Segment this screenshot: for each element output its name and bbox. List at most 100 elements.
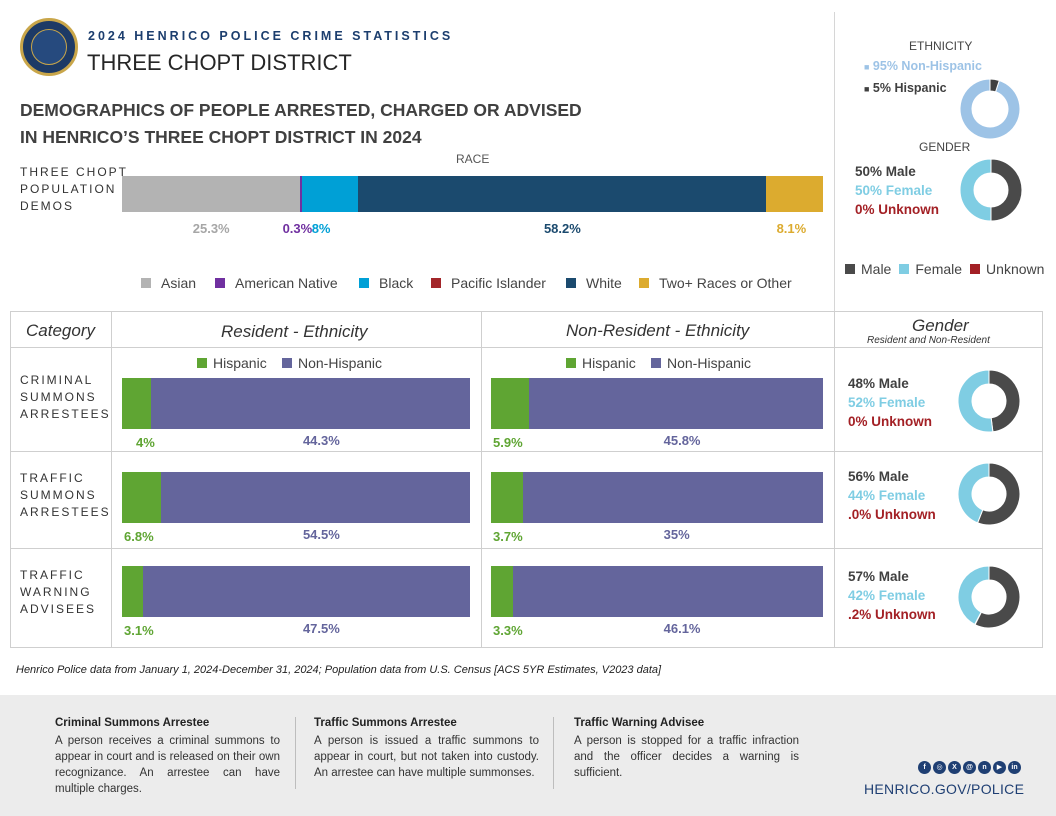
resident-ethnicity-header: Resident - Ethnicity xyxy=(221,322,368,341)
resident-legend-hispanic: Hispanic xyxy=(197,355,267,371)
race-stacked-bar xyxy=(122,176,823,212)
nonresident-hispanic-value-0: 5.9% xyxy=(493,435,523,450)
race-legend-two-plus: Two+ Races or Other xyxy=(639,275,792,291)
gender-slice-male xyxy=(976,463,1020,525)
divider xyxy=(834,12,835,312)
bar-segment-hispanic xyxy=(491,378,529,429)
resident-legend-non-hispanic: Non-Hispanic xyxy=(282,355,382,371)
bar-segment-hispanic xyxy=(491,566,514,617)
resident-hispanic-value-1: 6.8% xyxy=(124,529,154,544)
race-legend-american-native: American Native xyxy=(215,275,338,291)
race-bar-white xyxy=(357,176,767,212)
nonresident-ethnicity-header: Non-Resident - Ethnicity xyxy=(566,321,750,340)
race-value-asian: 25.3% xyxy=(192,221,230,236)
bar-segment-hispanic xyxy=(491,472,523,523)
resident-ethnicity-bar-1 xyxy=(122,472,470,523)
nonresident-legend-non-hispanic: Non-Hispanic xyxy=(651,355,751,371)
nonresident-ethnicity-bar-1 xyxy=(491,472,823,523)
race-legend-asian: Asian xyxy=(141,275,196,291)
resident-hispanic-value-0: 4% xyxy=(136,435,155,450)
gender-legend-male: Male xyxy=(845,261,891,277)
facebook-icon[interactable]: f xyxy=(918,761,931,774)
report-kicker: 2024 HENRICO POLICE CRIME STATISTICS xyxy=(88,29,454,43)
district-title: THREE CHOPT DISTRICT xyxy=(87,50,352,75)
gender-legend-unknown: Unknown xyxy=(970,261,1044,277)
race-value-two-plus: 8.1% xyxy=(776,221,807,236)
gender-slice-female xyxy=(958,463,990,524)
race-value-white: 58.2% xyxy=(543,221,581,236)
resident-nonhispanic-value-1: 54.5% xyxy=(302,527,340,542)
threads-icon[interactable]: @ xyxy=(963,761,976,774)
gender-header: Gender xyxy=(912,316,969,335)
race-bar-asian xyxy=(122,176,300,212)
henrico-police-seal xyxy=(20,18,78,76)
gender-donut-chart-1 xyxy=(958,463,1020,525)
ethnicity-legend-hispanic: ■ 5% Hispanic xyxy=(864,81,947,95)
ethnicity-title: ETHNICITY xyxy=(909,39,973,53)
bar-segment-non-hispanic xyxy=(160,472,470,523)
race-legend-white: White xyxy=(566,275,622,291)
category-header: Category xyxy=(26,321,95,340)
gender-slice-male xyxy=(988,370,1020,432)
definition-traffic-summons: Traffic Summons Arrestee A person is issu… xyxy=(314,717,539,779)
gender-slice-male xyxy=(990,159,1022,221)
demographics-table: Category Resident - Ethnicity Non-Reside… xyxy=(10,311,1043,648)
nonresident-ethnicity-bar-0 xyxy=(491,378,823,429)
ethnicity-donut-chart xyxy=(960,79,1020,139)
race-bar-black xyxy=(301,176,358,212)
website-link[interactable]: HENRICO.GOV/POLICE xyxy=(864,781,1025,797)
social-icons: f ◎ X @ n ▶ in xyxy=(918,761,1021,774)
gender-donut-chart-0 xyxy=(958,370,1020,432)
nonresident-ethnicity-bar-2 xyxy=(491,566,823,617)
definition-traffic-warning: Traffic Warning Advisee A person is stopp… xyxy=(574,717,799,779)
bar-segment-non-hispanic xyxy=(143,566,470,617)
linkedin-icon[interactable]: in xyxy=(1008,761,1021,774)
nonresident-legend-hispanic: Hispanic xyxy=(566,355,636,371)
bar-segment-non-hispanic xyxy=(528,378,823,429)
youtube-icon[interactable]: ▶ xyxy=(993,761,1006,774)
gender-slice-female xyxy=(958,566,990,626)
row-label-2: TRAFFIC WARNING ADVISEES xyxy=(20,568,97,616)
gender-labels-2: 57% Male 42% Female .2% Unknown xyxy=(848,569,936,622)
bar-segment-non-hispanic xyxy=(150,378,470,429)
nonresident-hispanic-value-2: 3.3% xyxy=(493,623,523,638)
main-heading: DEMOGRAPHICS OF PEOPLE ARRESTED, CHARGED… xyxy=(20,100,582,147)
definition-criminal-summons: Criminal Summons Arrestee A person receiv… xyxy=(55,717,280,795)
population-label: THREE CHOPT POPULATION DEMOS xyxy=(20,165,129,213)
definitions-footer: Criminal Summons Arrestee A person receiv… xyxy=(0,695,1056,816)
race-value-black: 8% xyxy=(311,221,331,236)
gender-slice-female xyxy=(960,159,992,221)
row-label-0: CRIMINAL SUMMONS ARRESTEES xyxy=(20,373,111,421)
ethnicity-legend-nonhispanic: ■ 95% Non-Hispanic xyxy=(864,59,982,73)
nonresident-nonhispanic-value-2: 46.1% xyxy=(663,621,701,636)
ethnicity-slice-hispanic xyxy=(989,79,1000,93)
row-label-1: TRAFFIC SUMMONS ARRESTEES xyxy=(20,471,111,519)
bar-segment-hispanic xyxy=(122,472,161,523)
gender-title: GENDER xyxy=(919,140,971,154)
nonresident-nonhispanic-value-1: 35% xyxy=(663,527,690,542)
bar-segment-non-hispanic xyxy=(513,566,823,617)
gender-legend: Male Female Unknown xyxy=(845,261,1052,277)
nonresident-hispanic-value-1: 3.7% xyxy=(493,529,523,544)
bar-segment-hispanic xyxy=(122,378,151,429)
data-source-footnote: Henrico Police data from January 1, 2024… xyxy=(16,664,662,676)
x-icon[interactable]: X xyxy=(948,761,961,774)
ethnicity-slice-nonhispanic xyxy=(960,79,1020,139)
resident-ethnicity-bar-0 xyxy=(122,378,470,429)
population-gender-labels: 50% Male 50% Female 0% Unknown xyxy=(855,164,940,217)
gender-donut-chart-2 xyxy=(958,566,1020,628)
bar-segment-hispanic xyxy=(122,566,144,617)
race-bar-american-native xyxy=(299,176,302,212)
bar-segment-non-hispanic xyxy=(522,472,823,523)
race-chart-title: RACE xyxy=(456,152,490,166)
nextdoor-icon[interactable]: n xyxy=(978,761,991,774)
resident-nonhispanic-value-0: 44.3% xyxy=(302,433,340,448)
population-gender-donut-chart xyxy=(960,159,1022,221)
race-bar-two-plus xyxy=(766,176,823,212)
race-legend-black: Black xyxy=(359,275,413,291)
gender-subheader: Resident and Non-Resident xyxy=(867,335,990,346)
resident-ethnicity-bar-2 xyxy=(122,566,470,617)
instagram-icon[interactable]: ◎ xyxy=(933,761,946,774)
nonresident-nonhispanic-value-0: 45.8% xyxy=(663,433,701,448)
race-legend-pacific-islander: Pacific Islander xyxy=(431,275,546,291)
